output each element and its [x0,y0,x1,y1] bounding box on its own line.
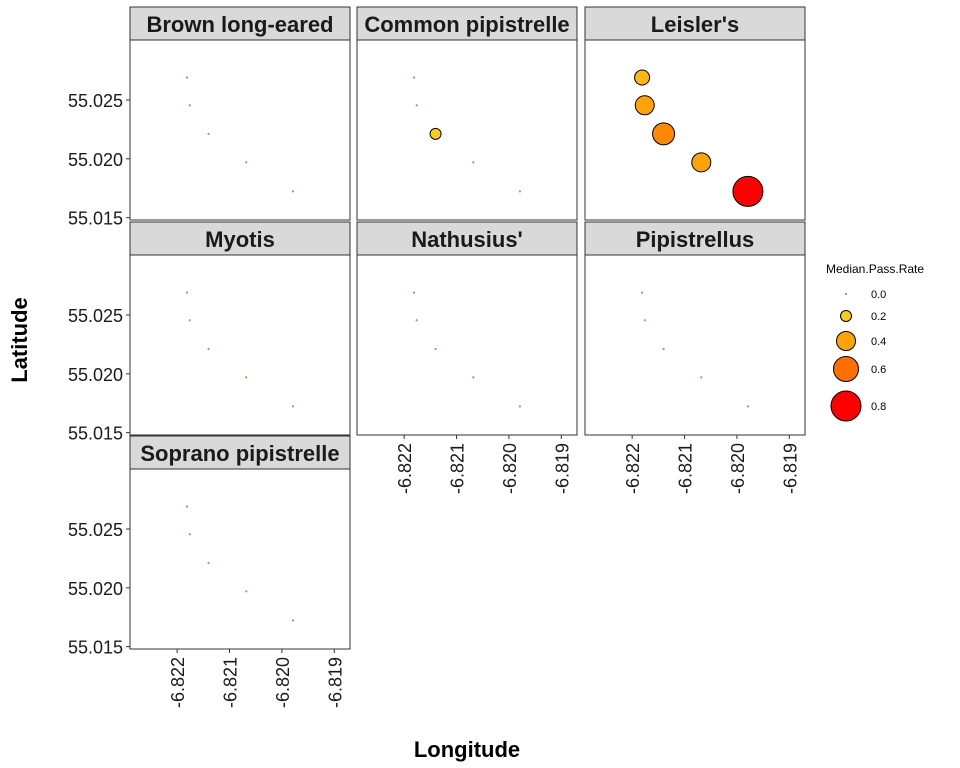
data-point [691,152,712,173]
facet-panel: Pipistrellus -6.822 -6.821 -6.820 -6.819 [584,221,806,494]
x-tick-label: -6.821 [221,657,241,708]
legend-key [840,310,852,322]
legend-label: 0.8 [871,401,886,413]
legend-label: 0.6 [871,364,886,376]
facet-plot-area [584,254,806,436]
legend-key [845,293,847,295]
data-point [188,104,191,107]
data-point [662,347,665,350]
y-tick-label: 55.025 [68,91,123,111]
legend-label: 0.2 [871,311,886,323]
data-point [291,619,294,622]
y-tick-label: 55.025 [68,306,123,326]
y-tick-label: 55.020 [68,150,123,170]
data-point [207,132,210,135]
data-point [245,376,248,379]
facet-plot-area [129,468,351,650]
facet-plot-area [129,39,351,221]
data-point [700,376,703,379]
data-point [472,376,475,379]
data-point [291,405,294,408]
legend-label: 0.0 [871,289,886,301]
y-tick-label: 55.025 [68,520,123,540]
x-tick-label: -6.820 [500,443,520,494]
data-point [188,319,191,322]
data-point [652,122,676,146]
facet-strip [129,435,351,470]
facet-title: Common pipistrelle [364,12,569,37]
data-point [413,291,416,294]
legend-key [836,331,856,351]
facet-plot-area [584,39,806,221]
facet-title: Leisler's [651,12,739,37]
facet-panel: Soprano pipistrelle 55.015 55.020 55.025 -6.… [68,435,351,708]
facet-title: Pipistrellus [636,227,755,252]
facet-strip [356,6,578,41]
facet-panel: Nathusius' -6.822 -6.821 -6.820 -6.819 [356,221,578,494]
facet-plot-area [356,39,578,221]
legend-key [833,356,859,382]
facet-strip [129,6,351,41]
data-point [434,347,437,350]
data-point [291,190,294,193]
facet-panel: Leisler's [584,6,806,221]
facet-plot-area [356,254,578,436]
x-tick-label: -6.819 [780,443,800,494]
facet-panel: Myotis 55.015 55.020 55.025 [68,221,351,444]
facet-title: Soprano pipistrelle [140,441,339,466]
data-point [634,95,655,116]
data-point [746,405,749,408]
y-axis-title: Latitude [7,297,32,383]
y-tick-label: 55.015 [68,209,123,229]
facet-strip [356,221,578,256]
data-point [472,161,475,164]
facet-panels: Brown long-eared 55.015 55.020 55.025 Common… [68,6,806,708]
data-point [518,405,521,408]
data-point [732,175,764,207]
x-axis-title: Longitude [414,737,520,762]
data-point [413,76,416,79]
data-point [245,590,248,593]
facet-title: Brown long-eared [146,12,333,37]
x-tick-label: -6.820 [728,443,748,494]
legend-key [830,390,862,422]
data-point [643,319,646,322]
facet-plot-area [129,254,351,436]
y-tick-label: 55.015 [68,424,123,444]
x-tick-label: -6.819 [325,657,345,708]
x-tick-label: -6.821 [676,443,696,494]
facet-title: Nathusius' [411,227,523,252]
data-point [186,76,189,79]
legend-title: Median.Pass.Rate [826,262,924,276]
facet-panel: Common pipistrelle [356,6,578,221]
y-tick-label: 55.020 [68,365,123,385]
legend-label: 0.4 [871,336,886,348]
x-tick-label: -6.819 [552,443,572,494]
x-tick-label: -6.822 [168,657,188,708]
data-point [634,69,651,86]
data-point [188,533,191,536]
facet-strip [584,6,806,41]
y-tick-label: 55.015 [68,638,123,658]
facet-panel: Brown long-eared 55.015 55.020 55.025 [68,6,351,229]
data-point [415,319,418,322]
data-point [518,190,521,193]
data-point [207,561,210,564]
data-point [186,505,189,508]
data-point [641,291,644,294]
x-tick-label: -6.822 [395,443,415,494]
y-tick-label: 55.020 [68,579,123,599]
facet-strip [584,221,806,256]
data-point [207,347,210,350]
data-point [245,161,248,164]
legend: Median.Pass.Rate 0.0 0.2 0.4 0.6 0.8 [826,262,924,422]
facet-title: Myotis [205,227,275,252]
data-point [415,104,418,107]
x-tick-label: -6.821 [448,443,468,494]
data-point [186,291,189,294]
data-point [429,127,442,140]
x-tick-label: -6.822 [623,443,643,494]
x-tick-label: -6.820 [273,657,293,708]
